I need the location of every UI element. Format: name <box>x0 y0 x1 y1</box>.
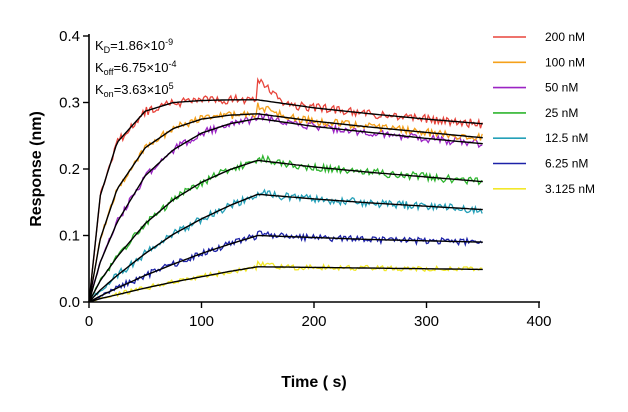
data-trace-12-5-nM <box>88 188 483 303</box>
data-trace-25-nM <box>88 153 483 303</box>
legend-item: 12.5 nM <box>493 131 588 145</box>
fit-curve-25-nM <box>88 159 483 303</box>
fit-curve-6-25-nM <box>88 234 483 303</box>
annotation-Koff: Koff=6.75×10-4 <box>95 59 176 77</box>
fit-curve-12-5-nM <box>88 193 483 303</box>
legend-label: 25 nM <box>545 106 578 120</box>
legend-item: 25 nM <box>493 106 578 120</box>
x-tick-label: 300 <box>414 313 439 330</box>
legend-item: 100 nM <box>493 55 585 69</box>
legend-label: 50 nM <box>545 81 578 95</box>
legend-item: 6.25 nM <box>493 157 588 171</box>
legend: 200 nM 100 nM 50 nM 25 nM 12.5 nM 6.25 nM 3.12… <box>493 30 595 196</box>
x-tick-label: 100 <box>189 313 214 330</box>
y-tick-label: 0.0 <box>59 294 80 311</box>
legend-item: 200 nM <box>493 30 585 44</box>
legend-label: 6.25 nM <box>545 157 588 171</box>
annotation-KD: KD=1.86×10-9 <box>95 37 173 55</box>
legend-label: 200 nM <box>545 30 585 44</box>
y-tick-label: 0.3 <box>59 95 80 112</box>
annotation-Kon: Kon=3.63×105 <box>95 81 174 99</box>
legend-label: 100 nM <box>545 55 585 69</box>
y-tick-label: 0.4 <box>59 28 80 45</box>
x-axis-title: Time ( s) <box>281 374 347 391</box>
fit-curve-100-nM <box>88 113 483 303</box>
y-axis-title: Response (nm) <box>28 111 45 227</box>
y-tick-label: 0.2 <box>59 161 80 178</box>
legend-item: 50 nM <box>493 81 578 95</box>
fit-curve-3-125-nM <box>88 266 483 303</box>
y-tick-label: 0.1 <box>59 228 80 245</box>
legend-label: 3.125 nM <box>545 182 595 196</box>
legend-label: 12.5 nM <box>545 131 588 145</box>
annotation-layer: KD=1.86×10-9 Koff=6.75×10-4 Kon=3.63×105 <box>95 37 176 99</box>
x-tick-label: 200 <box>301 313 326 330</box>
axes-layer: 0.0 0.1 0.2 0.3 0.4 0 100 200 300 400 <box>59 28 551 330</box>
curves-layer <box>88 76 483 303</box>
fit-curve-50-nM <box>88 117 483 303</box>
x-tick-label: 0 <box>85 313 93 330</box>
legend-item: 3.125 nM <box>493 182 595 196</box>
x-tick-label: 400 <box>526 313 551 330</box>
fit-curve-200-nM <box>88 99 483 303</box>
data-trace-50-nM <box>88 112 483 303</box>
